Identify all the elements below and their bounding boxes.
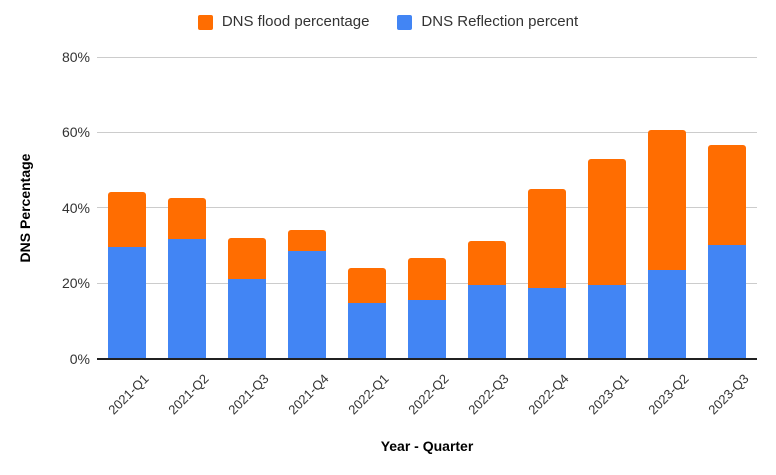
legend-label-dns-flood: DNS flood percentage xyxy=(221,13,370,30)
bar-band xyxy=(517,57,577,358)
bar-stack-2023-Q3[interactable] xyxy=(708,145,746,358)
gridline-60 xyxy=(97,132,757,133)
bar-band xyxy=(637,57,697,358)
legend-item-dns-reflection[interactable]: DNS Reflection percent xyxy=(397,13,578,31)
x-tick-label: 2021-Q1 xyxy=(105,371,152,418)
bar-segment-dns-reflection[interactable] xyxy=(468,284,506,358)
bar-stack-2022-Q2[interactable] xyxy=(408,258,446,358)
bar-segment-dns-flood[interactable] xyxy=(168,198,206,240)
bar-segment-dns-flood[interactable] xyxy=(408,258,446,300)
bar-segment-dns-flood[interactable] xyxy=(228,237,266,279)
bar-segment-dns-flood[interactable] xyxy=(468,241,506,285)
x-tick-label: 2021-Q2 xyxy=(165,371,212,418)
bar-stack-2022-Q3[interactable] xyxy=(468,241,506,358)
bar-segment-dns-reflection[interactable] xyxy=(408,299,446,358)
x-tick-label: 2023-Q1 xyxy=(585,371,632,418)
bar-stack-2022-Q1[interactable] xyxy=(348,267,386,358)
bar-segment-dns-reflection[interactable] xyxy=(108,247,146,358)
x-tick-label: 2021-Q3 xyxy=(225,371,272,418)
x-tick-label: 2023-Q3 xyxy=(705,371,752,418)
bar-band xyxy=(157,57,217,358)
y-tick-20: 20% xyxy=(61,275,90,291)
y-tick-80: 80% xyxy=(61,49,90,65)
bar-stack-2021-Q2[interactable] xyxy=(168,198,206,358)
y-tick-0: 0% xyxy=(69,351,90,367)
bar-segment-dns-flood[interactable] xyxy=(708,145,746,246)
x-tick-label: 2021-Q4 xyxy=(285,371,332,418)
bar-band xyxy=(457,57,517,358)
x-tick-label: 2023-Q2 xyxy=(645,371,692,418)
bar-stack-2023-Q1[interactable] xyxy=(588,158,626,358)
y-axis-title: DNS Percentage xyxy=(17,153,33,263)
gridline-40 xyxy=(97,207,757,208)
dns-reflection-swatch-icon xyxy=(397,14,413,30)
bar-stack-2023-Q2[interactable] xyxy=(648,130,686,358)
bar-segment-dns-reflection[interactable] xyxy=(288,250,326,358)
y-tick-40: 40% xyxy=(61,200,90,216)
legend: DNS flood percentage DNS Reflection perc… xyxy=(0,13,776,31)
plot-area xyxy=(97,57,757,360)
bar-segment-dns-reflection[interactable] xyxy=(228,279,266,358)
bar-band xyxy=(337,57,397,358)
x-tick-label: 2022-Q1 xyxy=(345,371,392,418)
x-tick-label: 2022-Q3 xyxy=(465,371,512,418)
bars-container xyxy=(97,57,757,358)
bar-band xyxy=(697,57,757,358)
bar-segment-dns-flood[interactable] xyxy=(528,188,566,289)
bar-segment-dns-flood[interactable] xyxy=(588,158,626,285)
bar-stack-2021-Q4[interactable] xyxy=(288,230,326,358)
bar-band xyxy=(397,57,457,358)
bar-segment-dns-flood[interactable] xyxy=(288,230,326,251)
dns-flood-swatch-icon xyxy=(197,14,213,30)
legend-label-dns-reflection: DNS Reflection percent xyxy=(421,13,579,30)
bar-band xyxy=(217,57,277,358)
bar-band xyxy=(97,57,157,358)
x-tick-label: 2022-Q4 xyxy=(525,371,572,418)
bar-band xyxy=(277,57,337,358)
bar-segment-dns-reflection[interactable] xyxy=(648,269,686,358)
y-tick-60: 60% xyxy=(61,124,90,140)
bar-segment-dns-flood[interactable] xyxy=(108,192,146,248)
bar-stack-2022-Q4[interactable] xyxy=(528,188,566,358)
bar-segment-dns-flood[interactable] xyxy=(648,130,686,270)
bar-segment-dns-reflection[interactable] xyxy=(348,303,386,358)
bar-stack-2021-Q3[interactable] xyxy=(228,237,266,358)
x-axis-title: Year - Quarter xyxy=(380,438,474,454)
bar-segment-dns-flood[interactable] xyxy=(348,267,386,304)
bar-segment-dns-reflection[interactable] xyxy=(528,288,566,358)
legend-item-dns-flood[interactable]: DNS flood percentage xyxy=(197,13,370,31)
x-tick-label: 2022-Q2 xyxy=(405,371,452,418)
gridline-80 xyxy=(97,57,757,58)
bar-band xyxy=(577,57,637,358)
bar-segment-dns-reflection[interactable] xyxy=(708,245,746,358)
bar-segment-dns-reflection[interactable] xyxy=(588,284,626,358)
bar-segment-dns-reflection[interactable] xyxy=(168,239,206,358)
bar-stack-2021-Q1[interactable] xyxy=(108,192,146,358)
